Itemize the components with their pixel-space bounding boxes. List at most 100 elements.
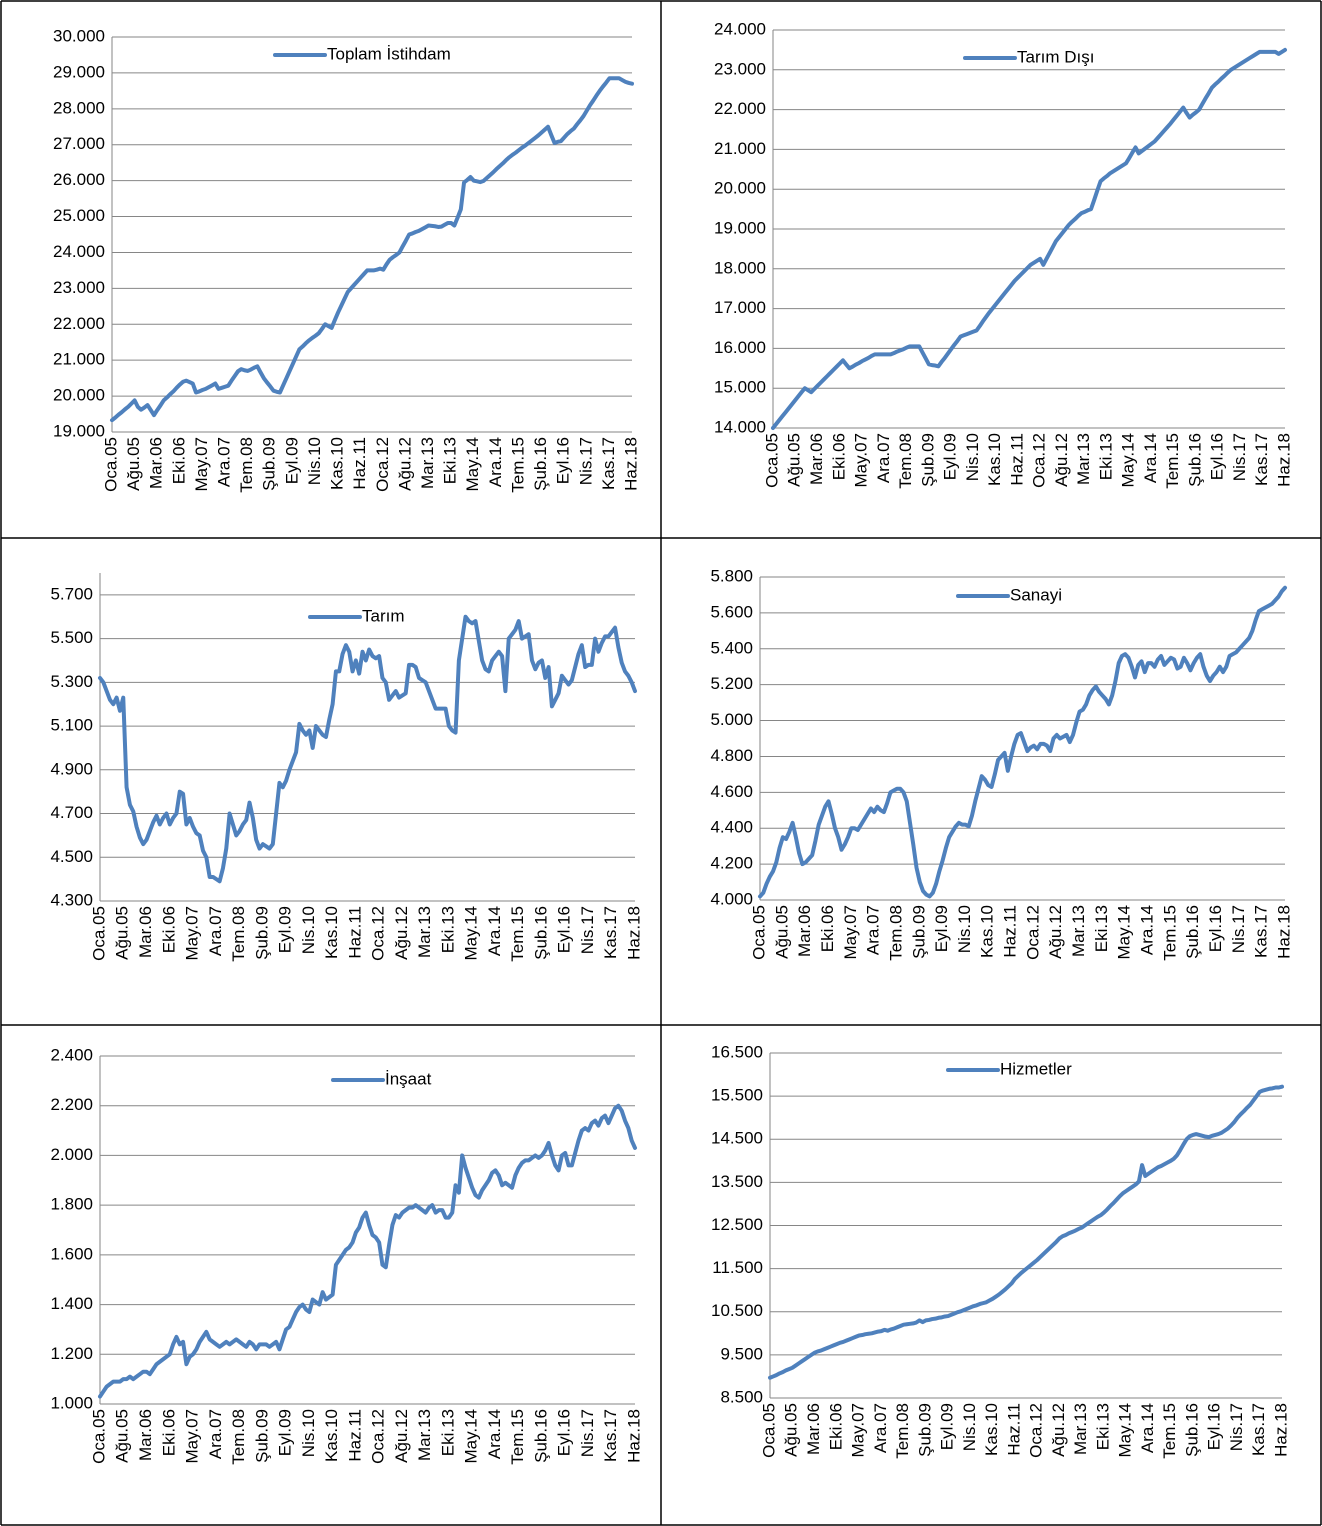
x-tick-label: Kas.10 [322,1409,341,1462]
y-tick-label: 4.600 [710,782,753,801]
y-tick-label: 19.000 [53,421,105,440]
x-tick-label: Haz.11 [345,1409,364,1462]
x-tick-label: Şub.09 [252,906,271,960]
y-tick-label: 4.700 [50,803,93,822]
x-tick-label: Haz.18 [621,437,640,491]
x-tick-label: Eki.06 [159,1409,178,1456]
x-tick-label: Tem.15 [508,1409,527,1465]
x-tick-label: Tem.08 [893,1403,912,1459]
x-tick-label: Eki.13 [1096,433,1115,480]
y-tick-label: 23.000 [53,278,105,297]
x-tick-label: Eki.06 [829,433,848,480]
x-tick-label: Şub.09 [909,905,928,959]
x-tick-label: Eki.06 [818,905,837,952]
x-tick-label: Ara.07 [871,1403,890,1453]
series-line [110,76,634,423]
y-tick-label: 15.000 [714,378,766,397]
y-tick-label: 10.500 [711,1301,763,1320]
line-chart: 1.000 1.200 1.400 1.600 1.800 2.000 2.200 2.400… [50,1045,643,1464]
y-tick-label: 27.000 [53,134,105,153]
x-tick-label: Nis.10 [955,905,974,953]
x-tick-label: May.07 [852,433,871,488]
x-tick-label: Ara.14 [1138,1403,1157,1453]
x-tick-label: Mar.13 [1074,433,1093,485]
line-chart: 4.300 4.500 4.700 4.900 5.100 5.300 5.500 5.700… [50,573,643,962]
y-tick-label: 4.400 [710,818,753,837]
x-tick-label: Ağu.12 [1052,433,1071,487]
x-tick-label: Mar.13 [1071,1403,1090,1455]
x-tick-label: Ara.07 [206,906,225,956]
y-tick-label: 9.500 [720,1344,763,1363]
x-tick-label: Haz.18 [624,906,643,960]
x-tick-label: May.07 [183,1409,202,1464]
x-tick-label: Şub.09 [260,437,279,491]
x-tick-label: Ara.07 [215,437,234,487]
x-tick-label: Ara.07 [864,905,883,955]
y-tick-label: 2.200 [50,1095,93,1114]
x-tick-label: Mar.13 [1069,905,1088,957]
x-tick-label: Ağu.12 [395,437,414,491]
x-tick-label: Haz.18 [1274,433,1293,487]
x-tick-label: Şub.09 [918,433,937,487]
x-tick-label: Haz.11 [1004,1403,1023,1456]
series-line [98,614,637,884]
y-tick-label: 5.100 [50,716,93,735]
legend-label: Hizmetler [1000,1059,1072,1078]
y-tick-label: 15.500 [711,1086,763,1105]
y-tick-label: 16.000 [714,338,766,357]
y-tick-label: 4.900 [50,759,93,778]
x-tick-label: May.14 [1115,905,1134,960]
y-tick-label: 14.500 [711,1129,763,1148]
x-tick-label: Kas.10 [328,437,347,490]
x-tick-label: Eki.13 [438,1409,457,1456]
y-tick-label: 20.000 [714,179,766,198]
legend-label: Sanayi [1010,585,1062,604]
y-tick-label: 23.000 [714,59,766,78]
y-tick-label: 5.600 [710,602,753,621]
x-tick-label: Nis.17 [578,1409,597,1457]
x-tick-label: Mar.06 [147,437,166,489]
x-tick-label: Tem.08 [229,906,248,962]
y-tick-label: 19.000 [714,218,766,237]
x-tick-label: Ağu.12 [392,906,411,960]
x-tick-label: Kas.17 [1249,1403,1268,1456]
y-tick-label: 5.700 [50,584,93,603]
y-tick-label: 25.000 [53,206,105,225]
x-tick-label: Ağu.05 [113,906,132,960]
x-tick-label: Kas.17 [601,906,620,959]
x-tick-label: Eyl.16 [555,1409,574,1456]
x-tick-label: Oca.12 [369,906,388,961]
y-tick-label: 26.000 [53,170,105,189]
x-tick-label: Oca.05 [89,906,108,961]
x-tick-label: Eyl.16 [554,437,573,484]
x-tick-label: Mar.13 [415,906,434,958]
x-tick-label: May.14 [463,437,482,492]
y-tick-label: 21.000 [714,139,766,158]
legend-label: İnşaat [385,1069,432,1088]
legend-label: Toplam İstihdam [327,44,451,63]
y-tick-label: 14.000 [714,417,766,436]
y-tick-label: 4.500 [50,847,93,866]
y-tick-label: 17.000 [714,298,766,317]
series-line [768,1084,1284,1380]
x-tick-label: Kas.17 [1252,433,1271,486]
x-tick-label: Tem.08 [229,1409,248,1465]
y-tick-label: 24.000 [714,19,766,38]
x-tick-label: Eyl.16 [555,906,574,953]
x-tick-label: Haz.11 [1001,905,1020,958]
x-tick-label: Oca.05 [101,437,120,492]
y-tick-label: 1.600 [50,1244,93,1263]
y-tick-label: 5.000 [710,710,753,729]
x-tick-label: Nis.10 [299,906,318,954]
x-tick-label: Şub.16 [531,1409,550,1463]
y-tick-label: 29.000 [53,62,105,81]
y-tick-label: 4.300 [50,890,93,909]
x-tick-label: Ağu.12 [1049,1403,1068,1457]
x-tick-label: May.14 [462,906,481,961]
x-tick-label: May.14 [1116,1403,1135,1458]
x-tick-label: Tem.15 [1160,1403,1179,1459]
x-tick-label: Şub.09 [252,1409,271,1463]
y-tick-label: 11.500 [712,1258,763,1277]
x-tick-label: Tem.08 [237,437,256,493]
line-chart: 19.000 20.000 21.000 22.000 23.000 24.000 25.0… [53,26,640,492]
